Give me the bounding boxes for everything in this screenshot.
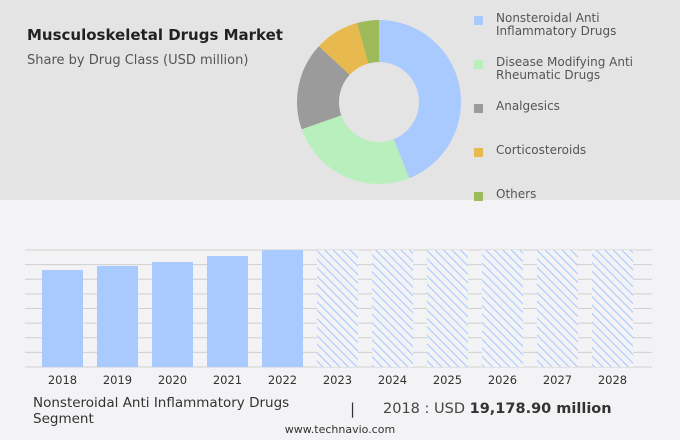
forecast-bar <box>427 250 468 367</box>
legend-label: Others <box>496 187 537 201</box>
bar <box>42 269 83 367</box>
year-label: 2018 : USD <box>383 401 470 417</box>
legend-item: Others <box>474 188 680 232</box>
x-tick-label: 2020 <box>158 373 187 387</box>
x-tick-label: 2024 <box>378 373 407 387</box>
separator: | <box>350 400 356 418</box>
legend-item: Corticosteroids <box>474 144 680 188</box>
legend: Nonsteroidal Anti Inflammatory Drugs Dise… <box>474 12 680 232</box>
bar <box>262 250 303 367</box>
forecast-bar <box>317 250 358 367</box>
forecast-bar <box>372 250 413 367</box>
forecast-bar <box>537 250 578 367</box>
bar <box>97 265 138 367</box>
bar <box>152 261 193 367</box>
x-tick-label: 2023 <box>323 373 352 387</box>
forecast-bar <box>592 250 633 367</box>
chart-subtitle: Share by Drug Class (USD million) <box>27 53 249 68</box>
donut-slice <box>357 20 379 64</box>
chart-title: Musculoskeletal Drugs Market <box>27 26 283 44</box>
donut-slice <box>301 115 410 184</box>
x-tick-label: 2022 <box>268 373 297 387</box>
x-tick-label: 2025 <box>433 373 462 387</box>
legend-label: Corticosteroids <box>496 143 587 157</box>
x-tick-label: 2019 <box>103 373 132 387</box>
legend-swatch <box>474 192 483 201</box>
x-tick-label: 2021 <box>213 373 242 387</box>
source-link[interactable]: www.technavio.com <box>284 423 396 436</box>
legend-swatch <box>474 148 483 157</box>
donut-slice <box>379 20 461 179</box>
donut-slice <box>297 46 350 130</box>
bar <box>207 255 248 367</box>
legend-swatch <box>474 16 483 25</box>
legend-item: Nonsteroidal Anti Inflammatory Drugs <box>474 12 680 56</box>
x-tick-label: 2028 <box>598 373 627 387</box>
legend-label: Nonsteroidal Anti Inflammatory Drugs <box>496 11 617 38</box>
segment-value: 2018 : USD 19,178.90 million <box>383 401 612 417</box>
bar-chart: 2018 2019 2020 2021 2022 2023 2024 2025 2026 2027… <box>25 249 652 387</box>
forecast-bar <box>482 250 523 367</box>
legend-swatch <box>474 60 483 69</box>
donut-slice <box>318 22 369 75</box>
legend-item: Disease Modifying Anti Rheumatic Drugs <box>474 56 680 100</box>
donut-chart <box>297 20 461 184</box>
legend-item: Analgesics <box>474 100 680 144</box>
legend-label: Disease Modifying Anti Rheumatic Drugs <box>496 55 633 82</box>
x-tick-label: 2018 <box>48 373 77 387</box>
x-tick-label: 2027 <box>543 373 572 387</box>
legend-label: Analgesics <box>496 99 560 113</box>
segment-label: Nonsteroidal Anti Inflammatory Drugs Seg… <box>33 395 290 427</box>
value-amount: 19,178.90 million <box>469 401 612 417</box>
x-tick-label: 2026 <box>488 373 517 387</box>
legend-swatch <box>474 104 483 113</box>
